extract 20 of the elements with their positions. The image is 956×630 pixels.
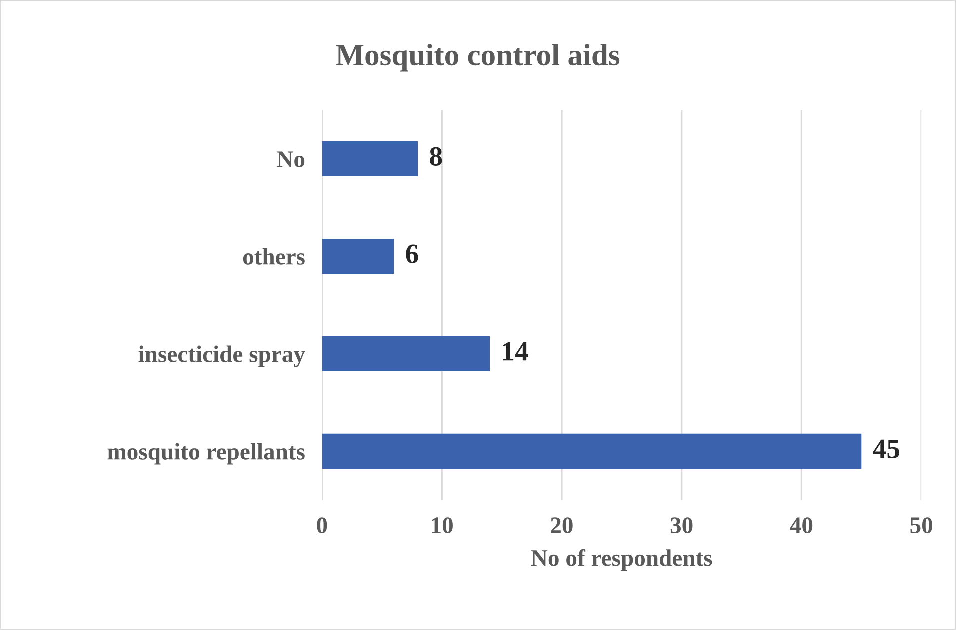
y-tick-label: mosquito repellants [108,443,305,465]
y-tick-label: insecticide spray [138,346,306,368]
x-tick-label: 20 [551,518,573,534]
x-tick-label: 50 [910,518,932,534]
x-tick-label: 40 [790,518,813,534]
x-axis-title: No of respondents [531,549,712,572]
data-label: 8 [430,147,442,166]
chart-title: Mosquito control aids [336,44,620,72]
bar [322,238,394,274]
bar [322,434,862,470]
data-label: 14 [503,342,528,361]
x-tick-label: 0 [317,518,328,534]
bar [322,336,490,372]
x-tick-label: 10 [432,518,453,534]
data-label: 45 [873,440,900,458]
x-tick-label: 30 [670,518,693,534]
y-tick-label: others [243,248,305,265]
bar [322,141,418,177]
data-label: 6 [406,244,418,264]
y-tick-label: No [277,152,305,168]
